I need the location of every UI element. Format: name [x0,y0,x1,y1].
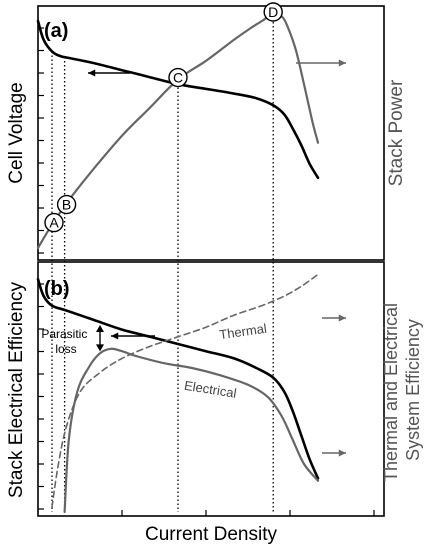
arrow-electrical-right-head [338,449,346,457]
panel-a-label: (a) [44,20,68,42]
panel-b-ylabel-right: Thermal and Electrical System Efficiency [381,298,423,482]
direction-arrows [88,59,346,457]
point-label-D: D [268,4,278,20]
point-marker-A [44,212,64,233]
power-curve [36,12,320,250]
axis-ticks [38,27,375,516]
arrow-power-right-head [338,59,346,67]
panel-a-ylabel-left: Cell Voltage [6,82,27,183]
panel-b-frame [37,261,385,517]
point-marker-D [263,2,283,22]
x-axis-label: Current Density [145,524,277,545]
voltage-curve [36,19,320,180]
thermal-curve [51,273,319,508]
parasitic-loss-head-down [96,344,104,352]
panel-a-ylabel-right: Stack Power [386,79,407,186]
parasitic-loss-line2: loss [55,342,76,356]
panel-b-ylabel-left: Stack Electrical Efficiency [6,281,27,498]
stack-curve [36,277,320,480]
panel-b-ylabel-right-line1: Thermal and Electrical [381,303,401,482]
point-label-B: B [62,197,71,213]
point-label-A: A [49,215,59,231]
panel-a-frame [37,5,385,261]
panel-b-label: (b) [44,278,70,300]
panel-b-ylabel-right-line2: System Efficiency [403,319,423,461]
point-marker-B [56,194,77,215]
arrow-stack-left-head [111,332,119,340]
electrical-curve [63,347,320,514]
arrow-voltage-left-head [88,69,96,77]
point-marker-C [168,67,188,88]
arrow-thermal-right-head [338,314,346,322]
point-label-C: C [173,70,183,86]
thermal-series-label: Thermal [218,321,267,343]
parasitic-loss-head-up [96,325,104,333]
dotted-guide-lines [51,14,274,512]
point-markers: AB C D [44,2,283,233]
